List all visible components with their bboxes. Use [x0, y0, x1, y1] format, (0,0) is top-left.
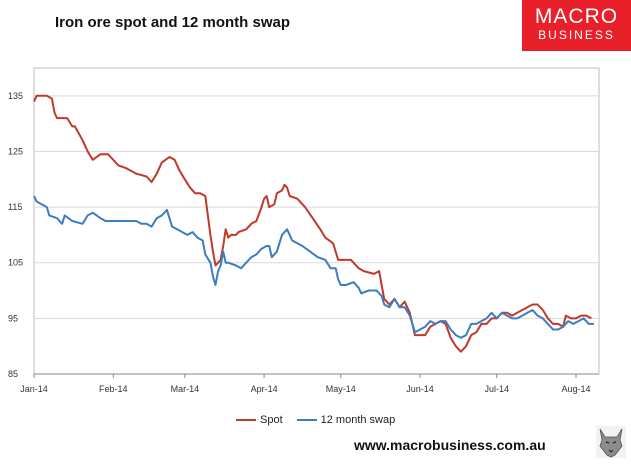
x-tick-label: Apr-14 [251, 384, 278, 394]
chart-legend: Spot 12 month swap [236, 414, 409, 426]
legend-item-swap: 12 month swap [296, 414, 396, 426]
legend-swatch-swap [296, 419, 317, 421]
logo-line-macro: MACRO [534, 5, 619, 28]
chart-title: Iron ore spot and 12 month swap [55, 14, 291, 31]
y-tick-label: 85 [8, 369, 18, 379]
legend-swatch-spot [236, 419, 256, 421]
wolf-logo-icon [596, 426, 626, 458]
grid-layer [33, 67, 600, 375]
series-line-swap [33, 195, 594, 339]
y-tick-label: 125 [8, 146, 23, 156]
y-tick-label: 95 [8, 313, 18, 323]
x-tick-label: Jan-14 [20, 384, 48, 394]
legend-label-spot: Spot [260, 414, 283, 426]
x-tick-label: Jun-14 [406, 384, 434, 394]
series-line-spot [33, 94, 592, 353]
x-tick-label: Aug-14 [561, 384, 590, 394]
x-tick-label: Mar-14 [171, 384, 200, 394]
legend-label-swap: 12 month swap [320, 414, 396, 426]
y-tick-label: 105 [8, 258, 23, 268]
legend-item-spot: Spot [236, 414, 283, 426]
series-layer [33, 94, 594, 353]
website-url[interactable]: www.macrobusiness.com.au [354, 437, 546, 453]
axis-layer: 85 95 105 115 125 135 Jan-14 Feb-14 Mar-14 Apr-14… [8, 91, 599, 394]
x-tick-label: Jul-14 [484, 384, 509, 394]
y-tick-label: 135 [8, 91, 23, 101]
logo-line-business: BUSINESS [538, 28, 615, 42]
x-tick-label: May-14 [326, 384, 356, 394]
y-tick-label: 115 [8, 202, 22, 212]
x-tick-label: Feb-14 [99, 384, 128, 394]
brand-logo: MACRO BUSINESS [522, 0, 631, 51]
